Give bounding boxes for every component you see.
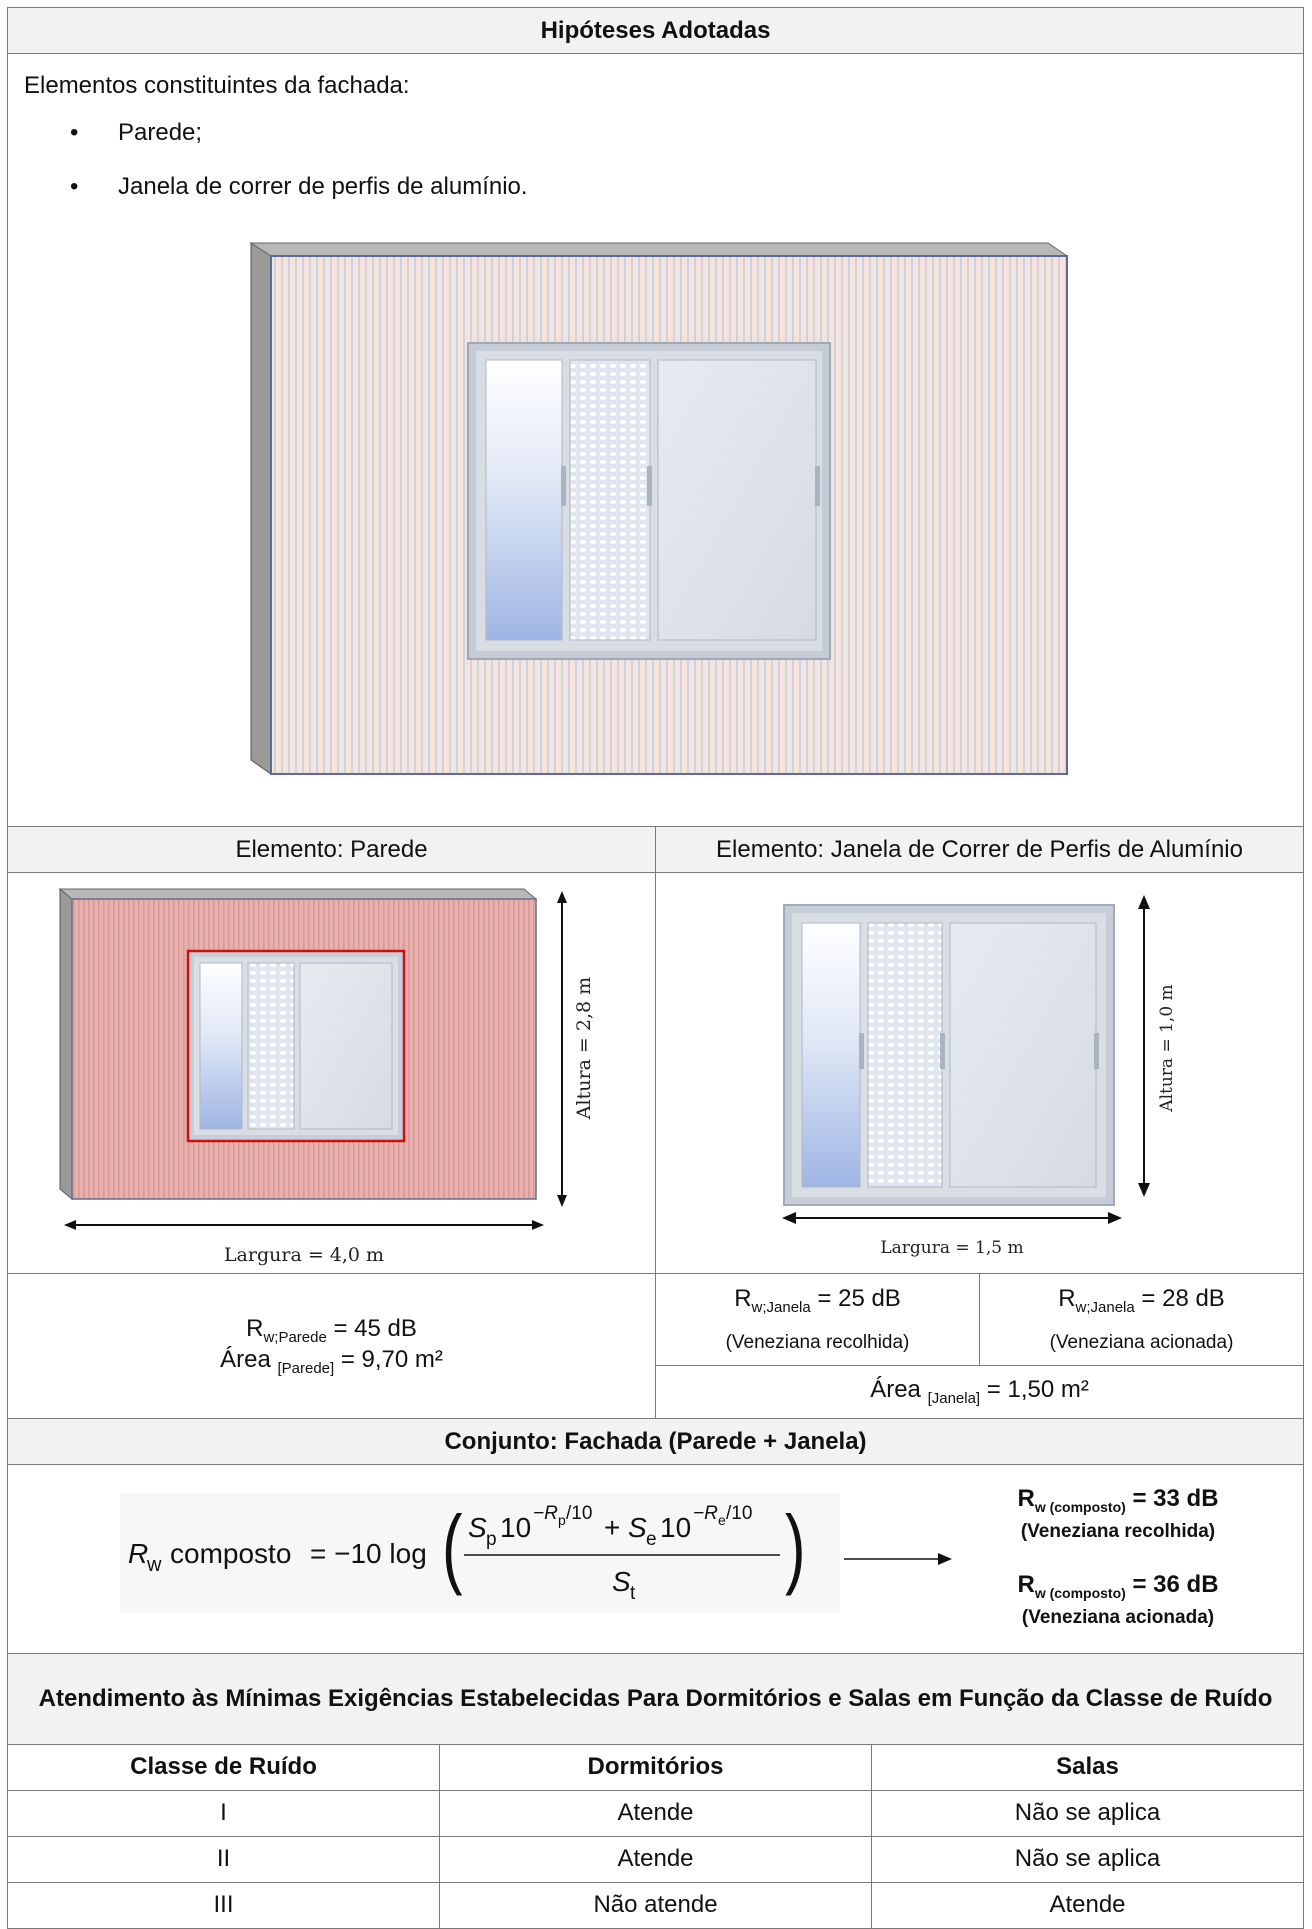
svg-text:+: + xyxy=(604,1512,620,1543)
facade-illustration xyxy=(249,242,1069,775)
svg-text:S: S xyxy=(628,1512,647,1543)
janela-width-label: Largura = 1,5 m xyxy=(880,1238,1023,1258)
svg-text:R: R xyxy=(128,1538,148,1569)
svg-text:(: ( xyxy=(442,1498,463,1596)
table-cell: Não atende xyxy=(439,1881,872,1929)
parede-illustration: Altura = 2,8 m Largura = 4,0 m xyxy=(58,887,595,1266)
table-row: II Atende Não se aplica xyxy=(7,1835,1304,1883)
svg-text:p: p xyxy=(558,1512,566,1528)
atendimento-table: Classe de Ruído Dormitórios Salas I Aten… xyxy=(7,1743,1304,1929)
atendimento-header: Atendimento às Mínimas Exigências Estabe… xyxy=(6,1653,1305,1745)
table-cell: I xyxy=(7,1789,440,1837)
table-row: III Não atende Atende xyxy=(7,1881,1304,1929)
parede-rw: Rw;Parede = 45 dB xyxy=(246,1315,417,1346)
result-recolhida: Rw (composto) = 33 dB xyxy=(1017,1485,1219,1515)
janela-rw-acionada: Rw;Janela = 28 dB (Veneziana acionada) xyxy=(978,1273,1305,1366)
table-row: I Atende Não se aplica xyxy=(7,1789,1304,1837)
table-cell: Atende xyxy=(871,1881,1304,1929)
table-cell: III xyxy=(7,1881,440,1929)
svg-text:e: e xyxy=(646,1529,657,1550)
list-item: Parede; xyxy=(8,106,1303,160)
svg-text:composto: composto xyxy=(170,1538,291,1569)
svg-text:−R: −R xyxy=(533,1503,558,1524)
conjunto-formula-cell: R w composto = −10 log ( ) S p 10 −R p /… xyxy=(6,1464,1305,1654)
result-acionada-note: (Veneziana acionada) xyxy=(1021,1606,1215,1628)
janela-illustration: Altura = 1,0 m Largura = 1,5 m xyxy=(782,895,1177,1258)
svg-text:t: t xyxy=(630,1583,636,1604)
janela-drawing-cell: Altura = 1,0 m Largura = 1,5 m xyxy=(654,872,1305,1274)
janela-height-label: Altura = 1,0 m xyxy=(1157,984,1177,1112)
janela-rw-recolhida: Rw;Janela = 25 dB (Veneziana recolhida) xyxy=(655,1273,980,1366)
svg-text:10: 10 xyxy=(660,1512,691,1543)
svg-text:): ) xyxy=(785,1498,806,1596)
composite-formula: R w composto = −10 log ( ) S p 10 −R p /… xyxy=(120,1493,840,1613)
result-acionada: Rw (composto) = 36 dB xyxy=(1017,1570,1219,1601)
janela-rw-acionada-note: (Veneziana acionada) xyxy=(1049,1331,1234,1353)
composite-results: Rw (composto) = 33 dB (Veneziana recolhi… xyxy=(968,1485,1268,1629)
window-highlight xyxy=(186,949,406,1143)
parede-width-label: Largura = 4,0 m xyxy=(224,1244,384,1266)
intro-text: Elementos constituintes da fachada: xyxy=(24,72,410,99)
table-cell: Não se aplica xyxy=(871,1789,1304,1837)
table-cell: Não se aplica xyxy=(871,1835,1304,1883)
col-header: Classe de Ruído xyxy=(7,1743,440,1791)
svg-text:/10: /10 xyxy=(566,1503,592,1524)
svg-text:= −10 log: = −10 log xyxy=(310,1538,427,1569)
table-cell: Atende xyxy=(439,1835,872,1883)
main-table: Hipóteses Adotadas Elementos constituint… xyxy=(6,7,1305,1745)
janela-area: Área [Janela] = 1,50 m² xyxy=(654,1364,1305,1420)
document: Hipóteses Adotadas Elementos constituint… xyxy=(6,7,1305,1929)
svg-text:S: S xyxy=(468,1512,487,1543)
section-title: Hipóteses Adotadas xyxy=(6,7,1305,54)
facade-description: Elementos constituintes da fachada: Pare… xyxy=(6,53,1305,827)
svg-text:−R: −R xyxy=(693,1503,718,1524)
svg-text:/10: /10 xyxy=(726,1503,752,1524)
table-cell: II xyxy=(7,1835,440,1883)
parede-drawing-cell: Altura = 2,8 m Largura = 4,0 m xyxy=(7,872,656,1274)
svg-text:S: S xyxy=(612,1566,631,1597)
svg-text:w: w xyxy=(146,1554,162,1576)
list-item: Janela de correr de perfis de alumínio. xyxy=(8,160,1303,214)
result-recolhida-note: (Veneziana recolhida) xyxy=(1020,1520,1216,1542)
parede-header: Elemento: Parede xyxy=(7,826,656,873)
parede-area: Área [Parede] = 9,70 m² xyxy=(220,1346,443,1377)
svg-text:10: 10 xyxy=(500,1512,531,1543)
parede-properties: Rw;Parede = 45 dB Área [Parede] = 9,70 m… xyxy=(7,1273,656,1419)
conjunto-header: Conjunto: Fachada (Parede + Janela) xyxy=(6,1418,1305,1465)
col-header: Salas xyxy=(871,1743,1304,1791)
janela-rw-recolhida-note: (Veneziana recolhida) xyxy=(725,1331,910,1353)
janela-header: Elemento: Janela de Correr de Perfis de … xyxy=(654,826,1305,873)
arrow-icon xyxy=(844,1553,952,1565)
window-drawing xyxy=(467,342,831,660)
parede-height-label: Altura = 2,8 m xyxy=(573,977,595,1120)
svg-text:e: e xyxy=(718,1512,726,1528)
table-cell: Atende xyxy=(439,1789,872,1837)
col-header: Dormitórios xyxy=(439,1743,872,1791)
svg-text:p: p xyxy=(486,1529,497,1550)
element-list: Parede; Janela de correr de perfis de al… xyxy=(8,106,1303,214)
